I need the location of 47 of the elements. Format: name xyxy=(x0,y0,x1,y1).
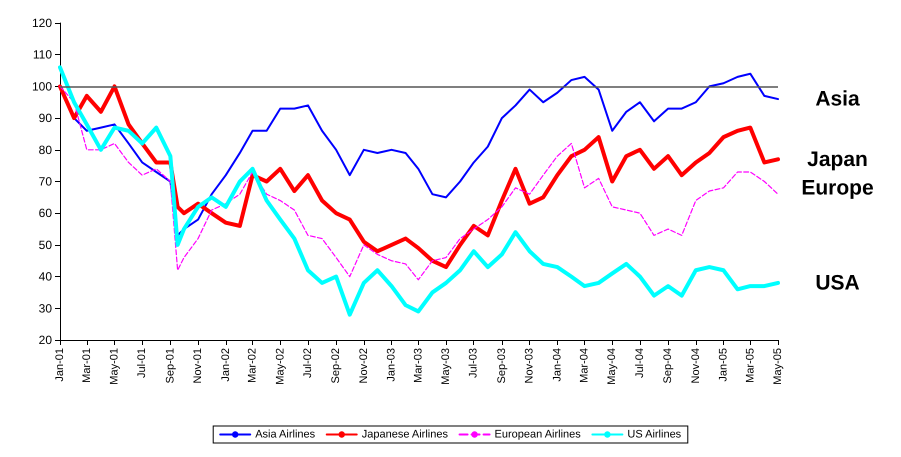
x-tick-label: Sep-01 xyxy=(164,348,176,384)
y-tick-label: 60 xyxy=(38,206,52,220)
x-tick-label: Jul-02 xyxy=(302,348,314,378)
x-tick-label: May-03 xyxy=(440,348,452,385)
y-tick-label: 80 xyxy=(38,142,52,157)
x-tick-label: Jan-01 xyxy=(54,348,66,382)
x-tick-label: Nov-02 xyxy=(358,348,370,384)
x-tick-label: Mar-03 xyxy=(412,348,424,383)
text: Japan xyxy=(807,148,868,171)
x-tick-label: Jul-01 xyxy=(136,348,148,378)
x-tick-label: Mar-04 xyxy=(578,348,591,383)
x-tick-label: Nov-04 xyxy=(690,348,702,384)
y-tick-label: 110 xyxy=(32,48,52,62)
y-tick-label: 90 xyxy=(38,111,52,126)
x-tick-label: Sep-04 xyxy=(662,348,674,384)
x-tick-label: Nov-01 xyxy=(192,348,204,384)
x-tick-label: Jan-04 xyxy=(551,348,564,382)
y-tick-label: 70 xyxy=(38,174,52,188)
y-tick-label: 40 xyxy=(38,270,52,284)
x-tick-label: Nov-03 xyxy=(524,348,536,384)
x-tick-label: May-04 xyxy=(606,348,618,385)
x-tick-label: May-02 xyxy=(274,348,286,385)
x-tick-label: Jan-02 xyxy=(220,348,232,382)
x-tick-label: Jan-03 xyxy=(386,348,398,382)
legend-label: Asia Airlines xyxy=(255,428,316,440)
x-tick-label: May-05 xyxy=(772,348,784,385)
text: Europe xyxy=(801,176,874,200)
x-tick-label: Sep-03 xyxy=(496,348,508,384)
y-tick-label: 100 xyxy=(32,79,52,94)
y-tick-label: 30 xyxy=(38,301,52,316)
x-tick-label: Sep-02 xyxy=(330,348,342,384)
x-tick-label: Mar-01 xyxy=(80,348,93,383)
y-tick-label: 20 xyxy=(38,333,52,347)
text: USA xyxy=(815,271,860,294)
legend-label: US Airlines xyxy=(627,428,682,440)
x-tick-label: Mar-02 xyxy=(246,348,259,383)
legend-label: European Airlines xyxy=(494,428,582,440)
x-tick-label: Jan-05 xyxy=(718,348,730,382)
x-tick-label: Jul-03 xyxy=(468,348,480,378)
line-series xyxy=(58,65,780,317)
x-tick-label: Mar-05 xyxy=(744,348,756,383)
y-tick-label: 120 xyxy=(32,16,52,30)
y-tick-label: 50 xyxy=(38,238,52,252)
x-tick-label: May-01 xyxy=(108,348,120,385)
legend-label: Japanese Airlines xyxy=(362,428,448,440)
text: Asia xyxy=(815,88,860,111)
x-tick-label: Jul-04 xyxy=(634,348,646,378)
